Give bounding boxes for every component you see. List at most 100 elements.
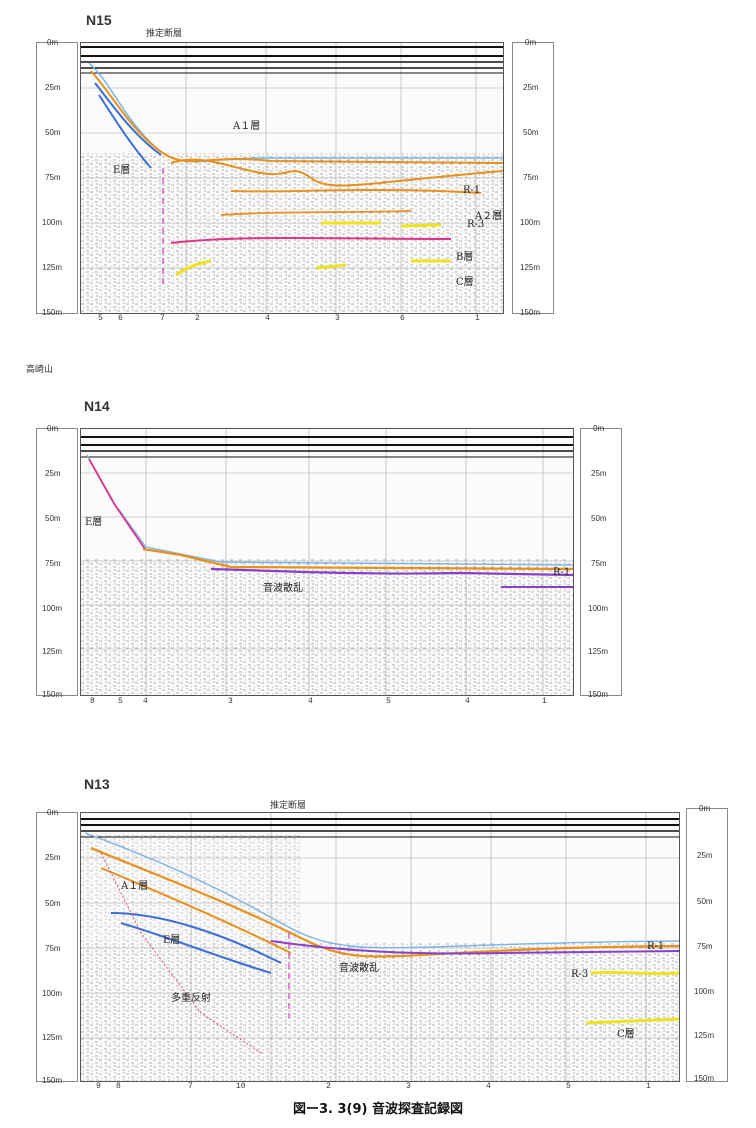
depth-tick: 150m (694, 1074, 715, 1083)
shot-number: 6 (118, 314, 123, 323)
depth-tick: 25m (523, 83, 539, 92)
shot-number: 1 (646, 1082, 651, 1091)
depth-tick: 75m (697, 942, 713, 951)
surface-bands (81, 46, 503, 74)
label-c-layer: C層 (456, 277, 474, 288)
seismic-record-svg (81, 429, 573, 695)
label-e-layer: E層 (163, 935, 181, 946)
fault-note: 推定断層 (270, 801, 307, 811)
sub-bottom-noise (81, 153, 503, 313)
label-e-layer: E層 (113, 165, 131, 176)
label-a2-layer: A２層 (475, 211, 503, 222)
depth-tick: 0m (525, 38, 537, 47)
depth-tick: 0m (47, 424, 59, 433)
shot-number: 6 (400, 314, 405, 323)
depth-tick: 150m (42, 690, 63, 699)
depth-tick: 125m (588, 647, 609, 656)
grid-lines (81, 429, 573, 695)
depth-tick: 25m (591, 469, 607, 478)
depth-tick: 50m (697, 897, 713, 906)
depth-tick: 75m (45, 173, 61, 182)
location-note: 高崎山 (26, 365, 54, 375)
seismic-record-svg (81, 43, 503, 313)
shot-number: 3 (228, 697, 233, 706)
shot-number: 5 (98, 314, 103, 323)
depth-tick: 125m (694, 1031, 715, 1040)
depth-tick: 150m (42, 308, 63, 317)
depth-tick: 50m (523, 128, 539, 137)
depth-tick: 100m (520, 218, 541, 227)
depth-scale-right: 0m 25m 50m 75m 100m 125m 150m (686, 804, 728, 1083)
sub-bottom-noise (81, 559, 573, 695)
depth-tick: 100m (588, 604, 609, 613)
shot-number: 5 (118, 697, 123, 706)
depth-scale-left: 0m 25m 50m 75m 100m 125m 150m (36, 38, 78, 317)
label-r3: R-3 (467, 219, 485, 230)
seismic-record-n13: A１層 E層 音波散乱 多重反射 R-1 R-3 C層 (80, 812, 680, 1082)
shot-number: 8 (90, 697, 95, 706)
depth-tick: 50m (591, 514, 607, 523)
depth-tick: 0m (699, 804, 711, 813)
depth-tick: 100m (42, 604, 63, 613)
depth-tick: 25m (45, 83, 61, 92)
depth-tick: 75m (591, 559, 607, 568)
depth-tick: 25m (45, 469, 61, 478)
depth-tick: 75m (45, 559, 61, 568)
label-multiple-reflection: 多重反射 (171, 993, 211, 1004)
depth-tick: 150m (588, 690, 609, 699)
depth-scale-right: 0m 25m 50m 75m 100m 125m 150m (580, 424, 622, 699)
shot-number: 4 (465, 697, 470, 706)
label-scatter: 音波散乱 (263, 583, 303, 594)
depth-tick: 75m (523, 173, 539, 182)
figure-caption: 図ー3. 3(9) 音波探査記録図 (292, 1102, 463, 1117)
shot-number: 5 (566, 1082, 571, 1091)
depth-tick: 125m (42, 263, 63, 272)
depth-tick: 50m (45, 899, 61, 908)
shot-number: 8 (116, 1082, 121, 1091)
depth-tick: 150m (520, 308, 541, 317)
label-c-layer: C層 (617, 1029, 635, 1040)
depth-tick: 75m (45, 944, 61, 953)
label-r3: R-3 (571, 969, 589, 980)
slope-reflectors (86, 454, 573, 588)
label-e-layer: E層 (85, 517, 103, 528)
slope-reflectors (88, 62, 503, 277)
label-a1-layer: A１層 (233, 121, 261, 132)
shot-number: 4 (486, 1082, 491, 1091)
shot-number: 1 (475, 314, 480, 323)
depth-tick: 100m (694, 987, 715, 996)
depth-tick: 100m (42, 989, 63, 998)
shot-number: 7 (160, 314, 165, 323)
shot-number: 3 (406, 1082, 411, 1091)
label-r1: R-1 (463, 185, 481, 196)
sub-bottom-noise (81, 943, 679, 1081)
depth-tick: 25m (697, 851, 713, 860)
seismic-record-n14: E層 音波散乱 R-1 (80, 428, 574, 696)
depth-tick: 100m (42, 218, 63, 227)
depth-tick: 0m (593, 424, 605, 433)
depth-scale-right: 0m 25m 50m 75m 100m 125m 150m (512, 38, 554, 317)
depth-tick: 150m (42, 1076, 63, 1085)
shot-number: 4 (308, 697, 313, 706)
label-b-layer: B層 (456, 252, 474, 263)
fault-note: 推定断層 (146, 29, 183, 39)
shot-number: 3 (335, 314, 340, 323)
shot-number: 7 (188, 1082, 193, 1091)
surface-bands (81, 436, 573, 458)
panel-title: N15 (86, 12, 112, 28)
shot-number: 2 (195, 314, 200, 323)
depth-tick: 0m (47, 808, 59, 817)
depth-tick: 50m (45, 514, 61, 523)
panel-title: N14 (84, 398, 110, 414)
seismic-record-n15: A１層 E層 R-1 A２層 R-3 B層 C層 (80, 42, 504, 314)
depth-tick: 50m (45, 128, 61, 137)
depth-scale-left: 0m 25m 50m 75m 100m 125m 150m (36, 808, 78, 1085)
depth-scale-left: 0m 25m 50m 75m 100m 125m 150m (36, 424, 78, 699)
surface-bands (81, 818, 679, 838)
depth-tick: 25m (45, 853, 61, 862)
label-r1: R-1 (553, 567, 571, 578)
depth-tick: 125m (42, 647, 63, 656)
panel-title: N13 (84, 776, 110, 792)
shot-number: 5 (386, 697, 391, 706)
shot-number: 4 (265, 314, 270, 323)
